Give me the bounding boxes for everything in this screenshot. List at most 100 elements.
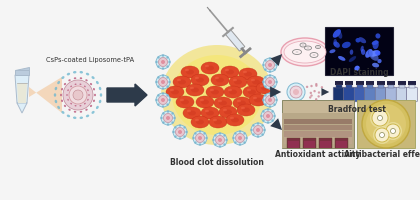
Ellipse shape [74,111,76,113]
Circle shape [168,81,171,83]
Circle shape [290,86,302,98]
Ellipse shape [73,117,76,119]
Bar [320,141,331,148]
Ellipse shape [261,86,269,90]
Circle shape [194,132,197,135]
Circle shape [173,125,187,139]
Bar [287,138,300,148]
Circle shape [257,135,259,138]
Bar [409,85,415,88]
Ellipse shape [211,90,219,95]
Ellipse shape [80,111,82,113]
Ellipse shape [171,90,179,95]
Ellipse shape [372,41,379,45]
Ellipse shape [186,70,194,74]
Ellipse shape [209,116,227,128]
Ellipse shape [173,76,191,88]
Circle shape [261,124,264,127]
Circle shape [271,110,274,113]
Circle shape [273,68,276,71]
Ellipse shape [67,89,69,91]
Ellipse shape [74,77,76,79]
Ellipse shape [349,56,356,62]
Circle shape [176,128,184,136]
Bar [288,141,299,148]
Ellipse shape [201,99,209,104]
Circle shape [157,103,160,106]
Circle shape [225,139,228,141]
Ellipse shape [333,41,340,48]
Circle shape [157,94,160,97]
Circle shape [309,96,311,99]
Ellipse shape [187,110,191,112]
Text: Antibacterial effect: Antibacterial effect [344,150,420,159]
Ellipse shape [221,66,239,78]
Circle shape [167,110,169,113]
Ellipse shape [186,84,204,96]
Circle shape [310,94,313,97]
Circle shape [239,130,241,133]
Circle shape [166,85,169,88]
Ellipse shape [254,98,262,102]
Ellipse shape [218,100,222,102]
Ellipse shape [67,99,69,101]
Ellipse shape [94,94,96,96]
Circle shape [160,117,163,119]
Ellipse shape [87,99,89,101]
Ellipse shape [234,79,242,84]
Circle shape [268,98,272,102]
Circle shape [213,133,227,147]
Circle shape [73,90,83,100]
Ellipse shape [188,110,196,116]
Ellipse shape [226,70,234,74]
Ellipse shape [66,94,68,96]
Bar [303,138,316,148]
Circle shape [174,135,176,138]
Circle shape [178,130,182,134]
Circle shape [391,129,396,134]
Circle shape [370,108,390,128]
Ellipse shape [68,109,71,111]
Ellipse shape [359,37,366,43]
Circle shape [161,80,165,84]
Ellipse shape [87,89,89,91]
Ellipse shape [230,117,234,119]
Circle shape [63,80,93,110]
Circle shape [158,77,168,86]
Circle shape [273,115,276,117]
Ellipse shape [96,106,99,109]
Ellipse shape [223,109,227,111]
Ellipse shape [354,66,360,71]
Polygon shape [17,83,27,103]
Circle shape [250,129,253,131]
Ellipse shape [369,50,375,58]
Circle shape [214,143,217,146]
Ellipse shape [54,93,56,97]
Ellipse shape [96,81,99,84]
Circle shape [173,117,176,119]
FancyBboxPatch shape [354,87,365,102]
Circle shape [269,105,271,108]
Ellipse shape [219,106,237,118]
Circle shape [179,137,181,140]
Circle shape [254,126,262,134]
Circle shape [163,114,173,122]
Ellipse shape [333,29,341,38]
Circle shape [375,128,389,142]
Circle shape [245,137,248,139]
Text: CsPs-coated Liposome-tPA: CsPs-coated Liposome-tPA [46,57,134,63]
Circle shape [223,134,226,137]
FancyBboxPatch shape [333,87,344,102]
Bar [334,81,342,85]
Circle shape [262,81,265,83]
Ellipse shape [243,86,261,98]
Circle shape [156,93,170,107]
Ellipse shape [195,119,199,121]
Circle shape [262,99,265,101]
Circle shape [260,115,262,117]
Ellipse shape [296,51,299,53]
Ellipse shape [67,73,70,75]
Ellipse shape [196,77,204,82]
Ellipse shape [360,46,364,52]
Ellipse shape [183,107,201,119]
